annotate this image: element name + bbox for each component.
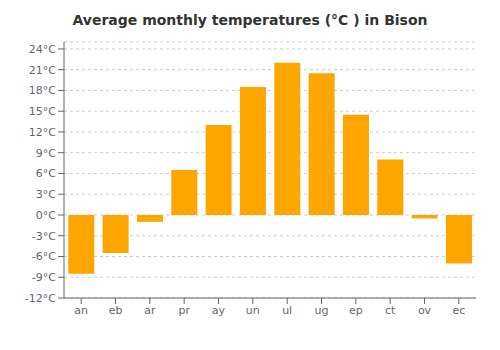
svg-text:ay: ay [212,304,226,317]
svg-text:12°C: 12°C [29,126,56,139]
svg-text:18°C: 18°C [29,84,56,97]
svg-text:ct: ct [385,304,396,317]
svg-text:-3°C: -3°C [32,230,56,243]
svg-text:pr: pr [178,304,190,317]
svg-text:24°C: 24°C [29,43,56,56]
svg-text:ov: ov [418,304,432,317]
svg-text:un: un [246,304,260,317]
svg-text:-6°C: -6°C [32,250,56,263]
html-text:Average monthly temperatures (: Average monthly temperatures (°C ) in Bi… [72,12,428,28]
svg-text:21°C: 21°C [29,64,56,77]
svg-text:6°C: 6°C [36,167,56,180]
svg-text:-9°C: -9°C [32,271,56,284]
svg-text:15°C: 15°C [29,105,56,118]
svg-text:-12°C: -12°C [25,292,56,305]
svg-text:ug: ug [315,304,329,317]
svg-text:an: an [74,304,88,317]
svg-text:0°C: 0°C [36,209,56,222]
svg-text:ul: ul [282,304,292,317]
svg-text:eb: eb [109,304,123,317]
svg-text:ar: ar [144,304,156,317]
svg-text:ep: ep [349,304,363,317]
svg-text:9°C: 9°C [36,147,56,160]
svg-text:3°C: 3°C [36,188,56,201]
svg-text:ec: ec [452,304,465,317]
